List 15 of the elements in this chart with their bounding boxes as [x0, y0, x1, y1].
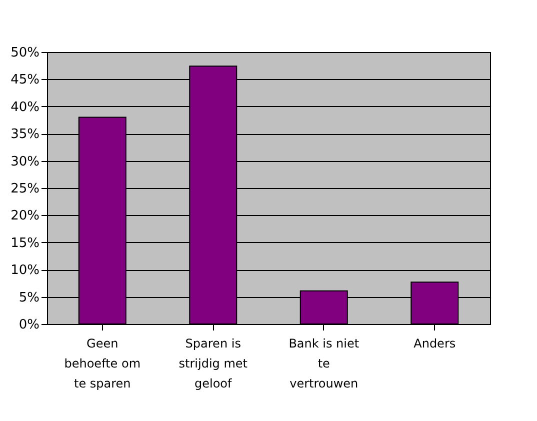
- x-tick-label: Anders: [414, 336, 456, 350]
- y-tick-label: 5%: [18, 290, 40, 306]
- y-tick-label: 40%: [10, 100, 40, 115]
- y-tick-label: 30%: [10, 154, 40, 170]
- x-tick-label: Sparen is strijdig met geloof: [178, 336, 248, 390]
- y-tick-label: 0%: [18, 318, 40, 332]
- y-tick-label: 45%: [10, 72, 40, 88]
- x-tick-label: Bank is niet te vertrouwen: [288, 336, 360, 390]
- y-tick-label: 25%: [10, 182, 40, 196]
- y-tick-label: 10%: [10, 263, 40, 278]
- x-tick-label: Geen behoefte om te sparen: [64, 336, 141, 390]
- y-tick-label: 20%: [10, 208, 40, 224]
- y-tick-label: 35%: [10, 127, 40, 142]
- y-tick-label: 15%: [10, 236, 40, 251]
- y-tick-label: 50%: [10, 46, 40, 60]
